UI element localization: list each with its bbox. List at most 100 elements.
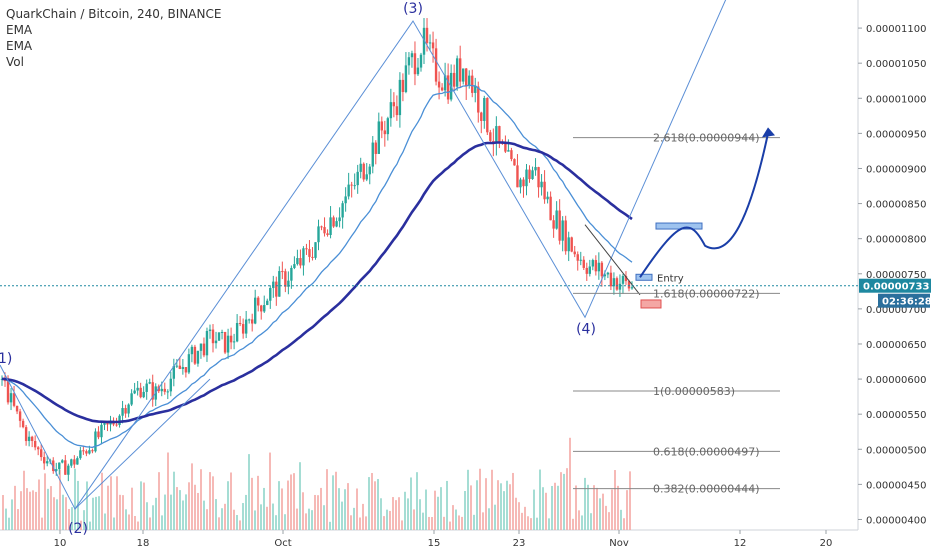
volume-bar — [617, 485, 619, 530]
volume-bar — [293, 473, 295, 530]
candle-body — [67, 465, 70, 475]
candle-body — [428, 42, 432, 44]
candle-body — [567, 237, 570, 252]
volume-bar — [575, 485, 577, 530]
candle-body — [525, 169, 528, 187]
candle-body — [570, 237, 573, 252]
candle-body — [199, 343, 203, 351]
volume-bar — [344, 489, 346, 530]
candle-body — [483, 97, 486, 121]
volume-bar — [104, 513, 106, 530]
candle-body — [471, 75, 474, 93]
volume-bar — [302, 492, 304, 530]
volume-bar — [473, 514, 475, 530]
candle-body — [130, 393, 133, 405]
candle-body — [531, 170, 534, 180]
volume-bar — [590, 513, 592, 530]
volume-bar — [83, 510, 85, 530]
candle-body — [434, 48, 438, 82]
volume-bar — [278, 481, 280, 530]
candle-body — [290, 267, 293, 281]
candle-body — [573, 251, 576, 255]
volume-bar — [368, 477, 370, 530]
volume-bar — [611, 489, 613, 530]
candle-body — [70, 459, 73, 466]
volume-bar — [482, 512, 484, 530]
fib-label: 2.618(0.00000944) — [653, 132, 760, 145]
volume-bar — [92, 497, 94, 530]
candle-body — [377, 121, 380, 154]
volume-bar — [152, 505, 154, 530]
volume-bar — [287, 480, 289, 530]
volume-bar — [89, 521, 91, 530]
volume-bar — [65, 497, 67, 530]
volume-bar — [254, 510, 256, 530]
fib-label: 1.618(0.00000722) — [653, 287, 760, 300]
volume-bar — [284, 514, 286, 530]
volume-bar — [341, 501, 343, 530]
candle-body — [452, 72, 456, 87]
volume-bar — [596, 487, 598, 530]
candle-body — [145, 383, 148, 392]
candle-body — [263, 305, 266, 312]
candle-body — [97, 431, 100, 438]
volume-bar — [98, 496, 100, 530]
volume-bar — [419, 499, 421, 530]
indicator-ema-2: EMA — [6, 39, 33, 53]
countdown-tag — [878, 293, 930, 308]
volume-bar — [32, 490, 34, 530]
candle-body — [344, 196, 347, 204]
volume-bar — [272, 503, 274, 530]
volume-bar — [296, 508, 298, 530]
candle-body — [166, 391, 169, 393]
candle-body — [85, 451, 88, 454]
candle-body — [320, 226, 323, 228]
candle-body — [594, 260, 598, 272]
candle-body — [223, 331, 227, 353]
candle-body — [181, 367, 185, 369]
volume-bar — [200, 469, 202, 530]
volume-bar — [416, 472, 418, 530]
volume-bar — [281, 488, 283, 530]
volume-bar — [155, 497, 157, 530]
volume-bar — [71, 507, 73, 530]
candle-body — [121, 408, 124, 416]
candle-body — [24, 427, 28, 442]
volume-bar — [353, 507, 355, 530]
candle-body — [238, 323, 242, 325]
wedge-line — [584, 224, 641, 296]
volume-bar — [14, 485, 16, 530]
candle-body — [18, 411, 22, 421]
wave-label: (3) — [403, 1, 423, 17]
volume-bar — [467, 469, 469, 530]
volume-bar — [599, 498, 601, 530]
volume-bar — [494, 504, 496, 530]
candle-body — [257, 297, 260, 306]
volume-bar — [161, 515, 163, 530]
candle-body — [305, 248, 308, 250]
fib-label: 0.618(0.00000497) — [653, 445, 760, 458]
volume-bar — [233, 509, 235, 530]
candle-body — [36, 447, 40, 450]
candle-body — [21, 420, 25, 428]
fib-label: 1(0.00000583) — [653, 385, 735, 398]
volume-bar — [143, 482, 145, 530]
candle-body — [582, 259, 585, 268]
candle-body — [552, 220, 555, 229]
volume-bar — [29, 491, 31, 530]
volume-bar — [500, 483, 502, 530]
volume-bar — [569, 437, 571, 530]
candle-body — [27, 436, 31, 442]
volume-bar — [38, 479, 40, 530]
candle-body — [612, 278, 616, 287]
candle-body — [519, 179, 522, 188]
volume-bar — [317, 495, 319, 530]
x-tick-label: 18 — [137, 538, 150, 549]
y-tick-label: 0.00000450 — [866, 480, 926, 491]
candle-body — [398, 79, 402, 116]
candle-body — [458, 58, 462, 82]
volume-bar — [305, 513, 307, 530]
x-tick-label: 23 — [513, 538, 526, 549]
volume-bar — [464, 490, 466, 530]
volume-bar — [347, 483, 349, 530]
